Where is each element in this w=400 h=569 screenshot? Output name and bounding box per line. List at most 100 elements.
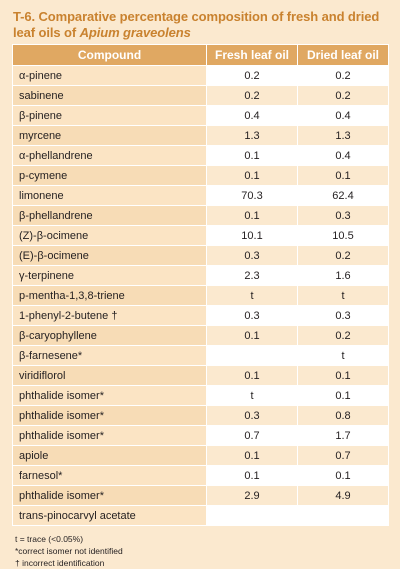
compound-cell: phthalide isomer* (12, 385, 207, 406)
table-row: β-farnesene* t (12, 345, 389, 366)
table-body: α-pinene 0.2 0.2 sabinene 0.2 0.2 β-pinene 0.4 0… (12, 65, 389, 526)
dried-leaf-value: 0.1 (297, 385, 389, 406)
table-row: sabinene 0.2 0.2 (12, 85, 389, 106)
compound-cell: β-pinene (12, 105, 207, 126)
dried-leaf-value: 0.2 (297, 85, 389, 106)
fresh-leaf-value: 2.9 (206, 485, 298, 506)
title-text: T-6. Comparative percentage composition … (13, 9, 380, 40)
table-title: T-6. Comparative percentage composition … (13, 9, 388, 41)
fresh-leaf-value: 0.1 (206, 465, 298, 486)
compound-cell: (E)-β-ocimene (12, 245, 207, 266)
footnote-trace: t = trace (<0.05%) (15, 534, 84, 544)
dried-leaf-value: 10.5 (297, 225, 389, 246)
compound-cell: phthalide isomer* (12, 485, 207, 506)
dried-leaf-value: 0.7 (297, 445, 389, 466)
compound-cell: viridiflorol (12, 365, 207, 386)
compound-cell: 1-phenyl-2-butene † (12, 305, 207, 326)
title-species: Apium graveolens (79, 25, 191, 40)
dried-leaf-value: 0.4 (297, 145, 389, 166)
table-row: apiole 0.1 0.7 (12, 445, 389, 466)
fresh-leaf-value: 0.3 (206, 245, 298, 266)
table-row: α-pinene 0.2 0.2 (12, 65, 389, 86)
dried-leaf-value: 0.2 (297, 325, 389, 346)
fresh-leaf-value: t (206, 385, 298, 406)
footnote-isomer: *correct isomer not identified (15, 546, 123, 556)
table-row: (E)-β-ocimene 0.3 0.2 (12, 245, 389, 266)
dried-leaf-value: 0.1 (297, 365, 389, 386)
dried-leaf-value: 62.4 (297, 185, 389, 206)
header-compound: Compound (12, 44, 207, 66)
compound-cell: myrcene (12, 125, 207, 146)
compound-cell: apiole (12, 445, 207, 466)
dried-leaf-value: 0.3 (297, 205, 389, 226)
dried-leaf-value: 4.9 (297, 485, 389, 506)
fresh-leaf-value: 0.1 (206, 445, 298, 466)
fresh-leaf-value: 1.3 (206, 125, 298, 146)
table-header-row: Compound Fresh leaf oil Dried leaf oil (12, 44, 389, 66)
fresh-leaf-value: 70.3 (206, 185, 298, 206)
fresh-leaf-value: 0.2 (206, 85, 298, 106)
compound-cell: γ-terpinene (12, 265, 207, 286)
dried-leaf-value: t (297, 285, 389, 306)
table-row: farnesol* 0.1 0.1 (12, 465, 389, 486)
page: T-6. Comparative percentage composition … (12, 9, 389, 568)
composition-table: Compound Fresh leaf oil Dried leaf oil α… (12, 44, 389, 526)
table-row: phthalide isomer* 0.3 0.8 (12, 405, 389, 426)
fresh-leaf-value: 0.1 (206, 325, 298, 346)
fresh-leaf-value (206, 345, 298, 366)
fresh-leaf-value: 0.1 (206, 205, 298, 226)
compound-cell: limonene (12, 185, 207, 206)
compound-cell: phthalide isomer* (12, 425, 207, 446)
table-row: phthalide isomer* 0.7 1.7 (12, 425, 389, 446)
compound-cell: sabinene (12, 85, 207, 106)
compound-cell: p-cymene (12, 165, 207, 186)
fresh-leaf-value: 0.4 (206, 105, 298, 126)
table-row: β-phellandrene 0.1 0.3 (12, 205, 389, 226)
fresh-leaf-value: 2.3 (206, 265, 298, 286)
table-row: β-caryophyllene 0.1 0.2 (12, 325, 389, 346)
table-row: β-pinene 0.4 0.4 (12, 105, 389, 126)
fresh-leaf-value: 0.3 (206, 405, 298, 426)
compound-cell: β-farnesene* (12, 345, 207, 366)
compound-cell: α-pinene (12, 65, 207, 86)
compound-cell: (Z)-β-ocimene (12, 225, 207, 246)
compound-cell: α-phellandrene (12, 145, 207, 166)
dried-leaf-value: 0.1 (297, 165, 389, 186)
dried-leaf-value: 0.4 (297, 105, 389, 126)
table-row: (Z)-β-ocimene 10.1 10.5 (12, 225, 389, 246)
header-fresh: Fresh leaf oil (206, 44, 298, 66)
fresh-leaf-value: 0.1 (206, 165, 298, 186)
table-row: myrcene 1.3 1.3 (12, 125, 389, 146)
fresh-leaf-value: 0.3 (206, 305, 298, 326)
table-row: limonene 70.3 62.4 (12, 185, 389, 206)
header-dried: Dried leaf oil (297, 44, 389, 66)
table-row: γ-terpinene 2.3 1.6 (12, 265, 389, 286)
compound-cell: β-phellandrene (12, 205, 207, 226)
dried-leaf-value: 0.8 (297, 405, 389, 426)
table-row: phthalide isomer* 2.9 4.9 (12, 485, 389, 506)
compound-cell: β-caryophyllene (12, 325, 207, 346)
fresh-leaf-value: t (206, 285, 298, 306)
fresh-leaf-value: 0.7 (206, 425, 298, 446)
fresh-leaf-value: 0.2 (206, 65, 298, 86)
compound-cell: p-mentha-1,3,8-triene (12, 285, 207, 306)
table-row: p-mentha-1,3,8-triene t t (12, 285, 389, 306)
compound-cell: phthalide isomer* (12, 405, 207, 426)
footnotes: t = trace (<0.05%) *correct isomer not i… (15, 533, 388, 569)
table-row: phthalide isomer* t 0.1 (12, 385, 389, 406)
fresh-leaf-value: 10.1 (206, 225, 298, 246)
dried-leaf-value: 1.6 (297, 265, 389, 286)
dried-leaf-value: 0.2 (297, 65, 389, 86)
table-row: 1-phenyl-2-butene † 0.3 0.3 (12, 305, 389, 326)
dried-leaf-value: t (297, 345, 389, 366)
dried-leaf-value: 0.1 (297, 465, 389, 486)
fresh-leaf-value: 0.1 (206, 145, 298, 166)
table-row: α-phellandrene 0.1 0.4 (12, 145, 389, 166)
table-row: viridiflorol 0.1 0.1 (12, 365, 389, 386)
dried-leaf-value: 1.7 (297, 425, 389, 446)
dried-leaf-value: 0.2 (297, 245, 389, 266)
table-row: p-cymene 0.1 0.1 (12, 165, 389, 186)
fresh-leaf-value: 0.1 (206, 365, 298, 386)
dried-leaf-value: 0.3 (297, 305, 389, 326)
compound-cell: farnesol* (12, 465, 207, 486)
